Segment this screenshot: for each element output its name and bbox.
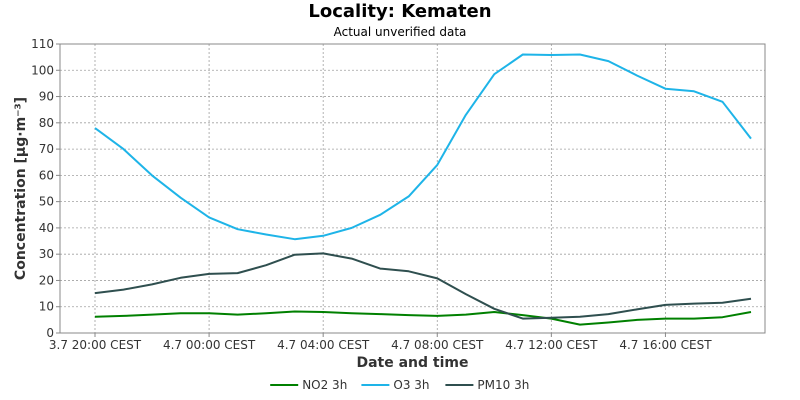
y-axis: 0 10 20 30 40 50 60 70 80 90 100 110 [31,37,60,340]
y-tick-label: 80 [39,116,54,130]
legend-item: PM10 3h [445,378,529,392]
grid [60,44,765,333]
x-axis: 3.7 20:00 CEST 4.7 00:00 CEST 4.7 04:00 CE… [49,333,712,352]
series-line-0 [94,310,752,326]
legend: NO2 3h O3 3h PM10 3h [270,378,529,392]
y-tick-label: 110 [31,37,54,51]
series-line-1 [94,53,752,241]
y-tick-label: 0 [46,326,54,340]
y-tick-label: 10 [39,300,54,314]
x-tick-label: 3.7 20:00 CEST [49,338,142,352]
x-tick-label: 4.7 12:00 CEST [505,338,598,352]
series-lines [94,53,752,326]
legend-label: O3 3h [393,378,429,392]
x-axis-title: Date and time [356,355,468,371]
y-tick-label: 100 [31,63,54,77]
x-tick-label: 4.7 04:00 CEST [277,338,370,352]
chart-title: Locality: Kematen [308,1,491,22]
y-tick-label: 20 [39,273,54,287]
plot-area [59,43,766,334]
y-tick-label: 30 [39,247,54,261]
y-tick-label: 60 [39,168,54,182]
x-tick-label: 4.7 00:00 CEST [163,338,256,352]
chart-subtitle: Actual unverified data [334,25,467,39]
legend-label: NO2 3h [302,378,347,392]
legend-label: PM10 3h [477,378,529,392]
y-tick-label: 40 [39,221,54,235]
series-line-2 [94,252,752,320]
y-tick-label: 90 [39,90,54,104]
legend-item: NO2 3h [270,378,347,392]
x-tick-label: 4.7 16:00 CEST [619,338,712,352]
y-axis-title: Concentration [µg·m⁻³] [13,97,29,280]
y-tick-label: 50 [39,195,54,209]
x-tick-label: 4.7 08:00 CEST [391,338,484,352]
y-tick-label: 70 [39,142,54,156]
legend-item: O3 3h [361,378,430,392]
